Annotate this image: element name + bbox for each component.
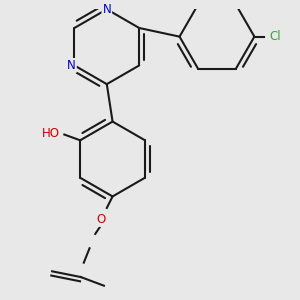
Text: N: N — [102, 3, 111, 16]
Text: O: O — [96, 213, 106, 226]
Text: Cl: Cl — [270, 30, 281, 43]
Text: N: N — [67, 59, 76, 72]
Text: HO: HO — [42, 127, 60, 140]
